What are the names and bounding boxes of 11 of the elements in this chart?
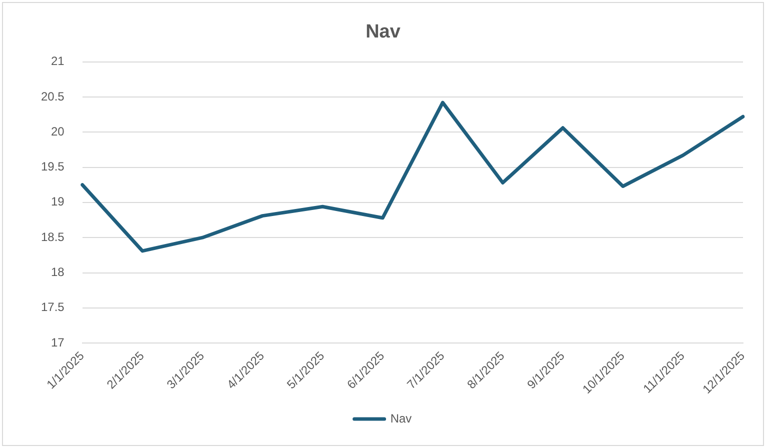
y-tick-label: 17.5: [40, 300, 65, 314]
chart-title: Nav: [366, 22, 401, 43]
y-tick-label: 19: [50, 194, 65, 209]
y-tick-label: 18.5: [40, 230, 65, 244]
y-tick-label: 21: [50, 54, 65, 68]
y-tick-label: 18: [50, 265, 65, 280]
y-tick-label: 17: [50, 335, 65, 350]
y-tick-label: 20: [50, 124, 65, 138]
legend-label: Nav: [390, 411, 412, 426]
y-tick-label: 19.5: [40, 160, 65, 174]
y-tick-label: 20.5: [40, 89, 65, 104]
